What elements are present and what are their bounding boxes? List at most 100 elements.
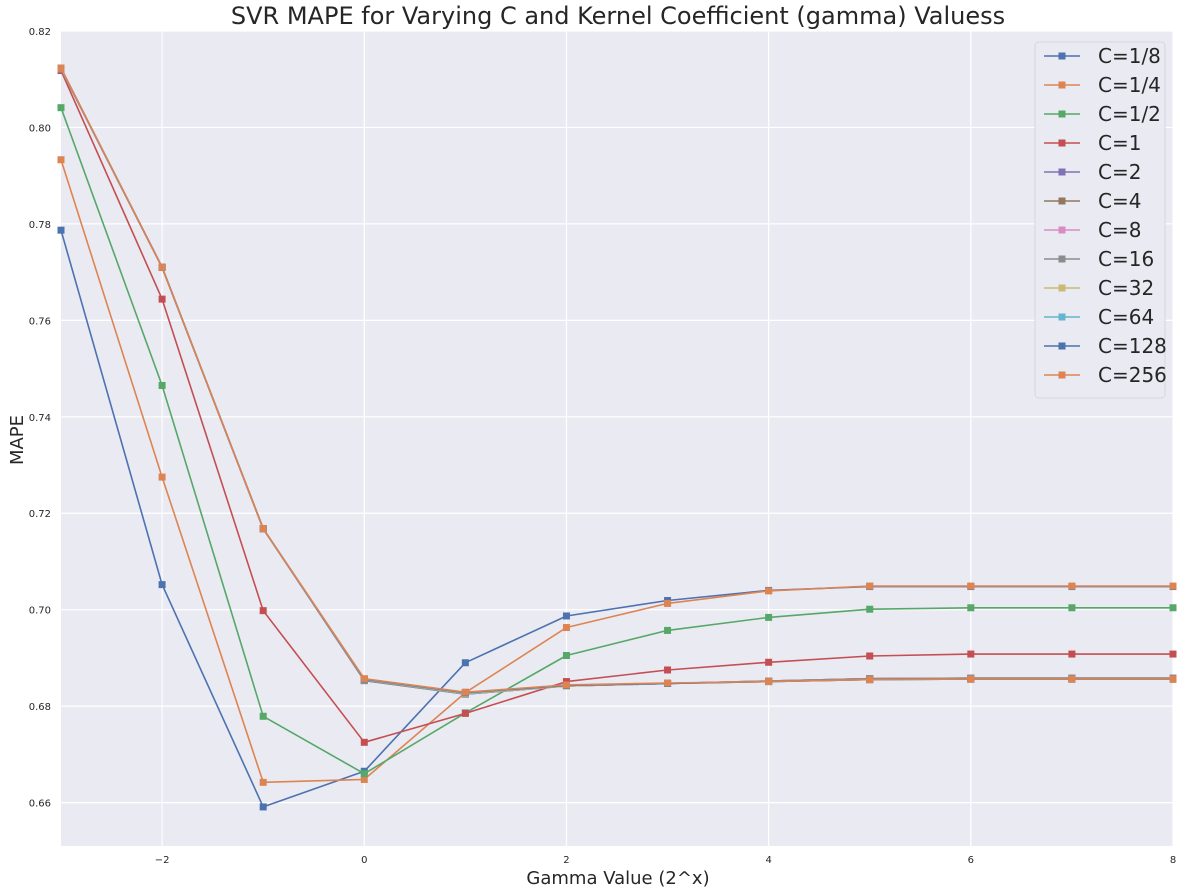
legend-box bbox=[1034, 41, 1166, 399]
grid-lines bbox=[61, 30, 1174, 846]
legend-marker bbox=[1058, 110, 1066, 118]
y-tick-label: 0.68 bbox=[29, 702, 51, 713]
data-point-marker bbox=[765, 613, 773, 621]
y-tick-label: 0.80 bbox=[29, 123, 51, 134]
chart-title: SVR MAPE for Varying C and Kernel Coeffi… bbox=[231, 2, 1005, 30]
data-point-marker bbox=[866, 676, 874, 684]
data-point-marker bbox=[765, 587, 773, 595]
legend-item: C=32 bbox=[1044, 276, 1154, 300]
x-tick-label: 6 bbox=[968, 855, 974, 866]
data-point-marker bbox=[158, 381, 166, 389]
data-point-marker bbox=[866, 582, 874, 590]
data-point-marker bbox=[461, 659, 469, 667]
data-point-marker bbox=[158, 581, 166, 589]
legend-label: C=1/2 bbox=[1098, 102, 1161, 126]
y-tick-label: 0.70 bbox=[29, 606, 51, 617]
series-c-1 bbox=[57, 67, 1177, 746]
x-tick-labels: −2 0 2 4 6 8 bbox=[155, 855, 1176, 866]
data-point-marker bbox=[967, 650, 975, 658]
data-point-marker bbox=[562, 624, 570, 632]
data-point-marker bbox=[158, 263, 166, 271]
data-point-marker bbox=[866, 605, 874, 613]
legend-marker bbox=[1058, 168, 1066, 176]
x-tick-label: −2 bbox=[155, 855, 170, 866]
data-point-marker bbox=[259, 778, 267, 786]
legend-marker bbox=[1058, 313, 1066, 321]
legend-item: C=256 bbox=[1044, 363, 1167, 387]
data-point-marker bbox=[1068, 604, 1076, 612]
legend-label: C=64 bbox=[1098, 305, 1154, 329]
x-tick-label: 2 bbox=[563, 855, 569, 866]
data-point-marker bbox=[967, 604, 975, 612]
data-point-marker bbox=[158, 295, 166, 303]
legend-marker bbox=[1058, 226, 1066, 234]
data-point-marker bbox=[765, 678, 773, 686]
series-line bbox=[60, 70, 1173, 744]
series-c-256 bbox=[57, 64, 1177, 696]
legend-label: C=32 bbox=[1098, 276, 1154, 300]
data-point-marker bbox=[1068, 675, 1076, 683]
data-point-marker bbox=[57, 226, 65, 234]
data-point-marker bbox=[1169, 604, 1177, 612]
series-line bbox=[60, 159, 1173, 784]
legend-item: C=16 bbox=[1044, 247, 1154, 271]
data-point-marker bbox=[1169, 582, 1177, 590]
y-tick-label: 0.76 bbox=[29, 316, 51, 327]
legend-label: C=1/8 bbox=[1098, 44, 1161, 68]
legend-item: C=4 bbox=[1044, 189, 1141, 213]
legend-marker bbox=[1058, 81, 1066, 89]
data-point-marker bbox=[866, 652, 874, 660]
data-point-marker bbox=[562, 681, 570, 689]
data-point-marker bbox=[1068, 582, 1076, 590]
x-tick-label: 8 bbox=[1170, 855, 1176, 866]
y-tick-label: 0.72 bbox=[29, 509, 51, 520]
x-axis-label: Gamma Value (2^x) bbox=[526, 868, 709, 889]
legend-marker bbox=[1058, 139, 1066, 147]
data-point-marker bbox=[57, 64, 65, 72]
x-tick-label: 0 bbox=[361, 855, 367, 866]
series-layer bbox=[57, 64, 1177, 811]
plot-background bbox=[61, 31, 1173, 846]
data-point-marker bbox=[1068, 650, 1076, 658]
data-point-marker bbox=[562, 652, 570, 660]
data-point-marker bbox=[967, 675, 975, 683]
data-point-marker bbox=[259, 712, 267, 720]
legend-label: C=256 bbox=[1098, 363, 1167, 387]
legend-marker bbox=[1058, 342, 1066, 350]
data-point-marker bbox=[664, 666, 672, 674]
data-point-marker bbox=[57, 156, 65, 164]
legend-label: C=8 bbox=[1098, 218, 1141, 242]
series-c-1-4 bbox=[57, 156, 1177, 786]
legend-label: C=1/4 bbox=[1098, 73, 1161, 97]
y-axis-label: MAPE bbox=[7, 415, 28, 465]
y-tick-label: 0.82 bbox=[29, 27, 51, 38]
legend-item: C=1/8 bbox=[1044, 44, 1161, 68]
legend-label: C=16 bbox=[1098, 247, 1154, 271]
series-line bbox=[60, 107, 1173, 775]
y-tick-label: 0.78 bbox=[29, 220, 51, 231]
legend-marker bbox=[1058, 371, 1066, 379]
legend-item: C=64 bbox=[1044, 305, 1154, 329]
series-line bbox=[60, 67, 1173, 694]
data-point-marker bbox=[765, 658, 773, 666]
legend-marker bbox=[1058, 255, 1066, 263]
legend-item: C=1/4 bbox=[1044, 73, 1161, 97]
data-point-marker bbox=[967, 582, 975, 590]
legend-item: C=2 bbox=[1044, 160, 1141, 184]
data-point-marker bbox=[664, 599, 672, 607]
legend: C=1/8 C=1/4 C=1/2 C=1 C=2 C=4 C=8 C=16 C=32 C=64 C… bbox=[1034, 41, 1167, 399]
legend-marker bbox=[1058, 52, 1066, 60]
legend-label: C=128 bbox=[1098, 334, 1167, 358]
data-point-marker bbox=[562, 612, 570, 620]
y-tick-labels: 0.66 0.68 0.70 0.72 0.74 0.76 0.78 0.80 0.82 bbox=[29, 27, 51, 810]
data-point-marker bbox=[360, 675, 368, 683]
y-tick-label: 0.74 bbox=[29, 413, 51, 424]
legend-item: C=1 bbox=[1044, 131, 1141, 155]
x-tick-label: 4 bbox=[765, 855, 771, 866]
legend-item: C=8 bbox=[1044, 218, 1141, 242]
data-point-marker bbox=[259, 607, 267, 615]
data-point-marker bbox=[664, 626, 672, 634]
data-point-marker bbox=[360, 775, 368, 783]
data-point-marker bbox=[158, 473, 166, 481]
